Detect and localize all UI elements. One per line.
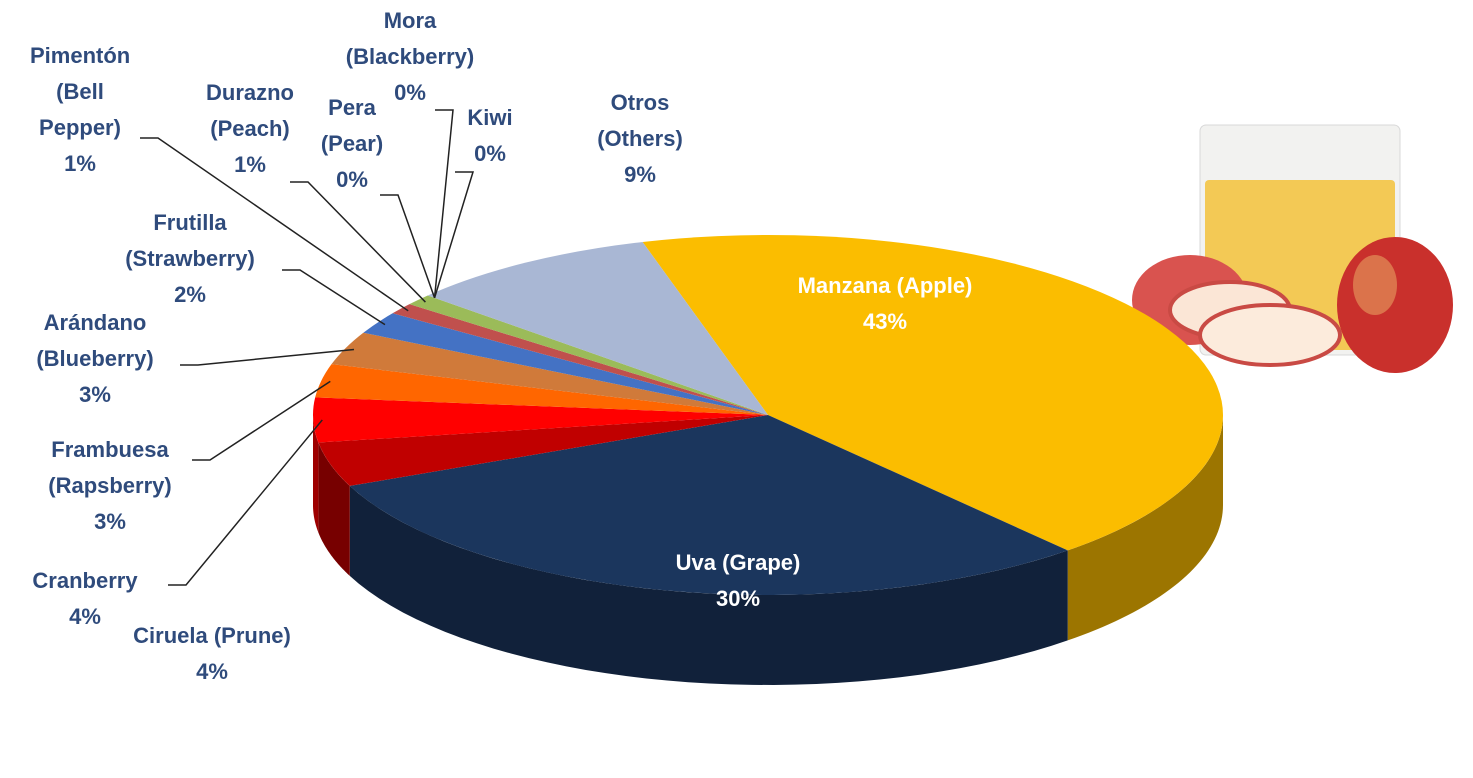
slice-label: Arándano (Blueberry)3% — [5, 305, 185, 413]
slice-label: Mora (Blackberry)0% — [320, 3, 500, 111]
slice-label: Manzana (Apple)43% — [785, 268, 985, 340]
value-label: 1% — [30, 146, 130, 182]
value-label: 30% — [638, 581, 838, 617]
slice-label: Uva (Grape)30% — [638, 545, 838, 617]
category-label: Kiwi — [460, 100, 520, 136]
category-label: Arándano (Blueberry) — [5, 305, 185, 377]
value-label: 3% — [5, 377, 185, 413]
category-label: Pimentón (Bell Pepper) — [30, 38, 130, 146]
apple-slice — [1200, 305, 1340, 365]
apple-highlight — [1353, 255, 1397, 315]
slice-label: Pimentón (Bell Pepper)1% — [30, 38, 130, 182]
category-label: Mora (Blackberry) — [320, 3, 500, 75]
value-label: 9% — [575, 157, 705, 193]
page: Manzana (Apple)43%Uva (Grape)30%Ciruela … — [0, 0, 1473, 778]
category-label: Manzana (Apple) — [785, 268, 985, 304]
category-label: Otros (Others) — [575, 85, 705, 157]
value-label: 3% — [20, 504, 200, 540]
pie — [313, 235, 1223, 685]
apple — [1337, 237, 1453, 373]
slice-label: Otros (Others)9% — [575, 85, 705, 193]
value-label: 4% — [10, 599, 160, 635]
slice-label: Frambuesa (Rapsberry)3% — [20, 432, 200, 540]
value-label: 0% — [460, 136, 520, 172]
leader-line — [290, 182, 425, 302]
value-label: 2% — [90, 277, 290, 313]
value-label: 0% — [317, 162, 387, 198]
leader-line — [380, 195, 435, 298]
value-label: 4% — [92, 654, 332, 690]
leader-line — [180, 349, 354, 365]
value-label: 1% — [195, 147, 305, 183]
value-label: 43% — [785, 304, 985, 340]
category-label: Frutilla (Strawberry) — [90, 205, 290, 277]
category-label: Frambuesa (Rapsberry) — [20, 432, 200, 504]
juice-photo — [1130, 118, 1470, 376]
leader-line — [192, 381, 330, 460]
slice-label: Frutilla (Strawberry)2% — [90, 205, 290, 313]
slice-label: Durazno (Peach)1% — [195, 75, 305, 183]
category-label: Durazno (Peach) — [195, 75, 305, 147]
category-label: Uva (Grape) — [638, 545, 838, 581]
category-label: Cranberry — [10, 563, 160, 599]
leader-line — [282, 270, 385, 325]
